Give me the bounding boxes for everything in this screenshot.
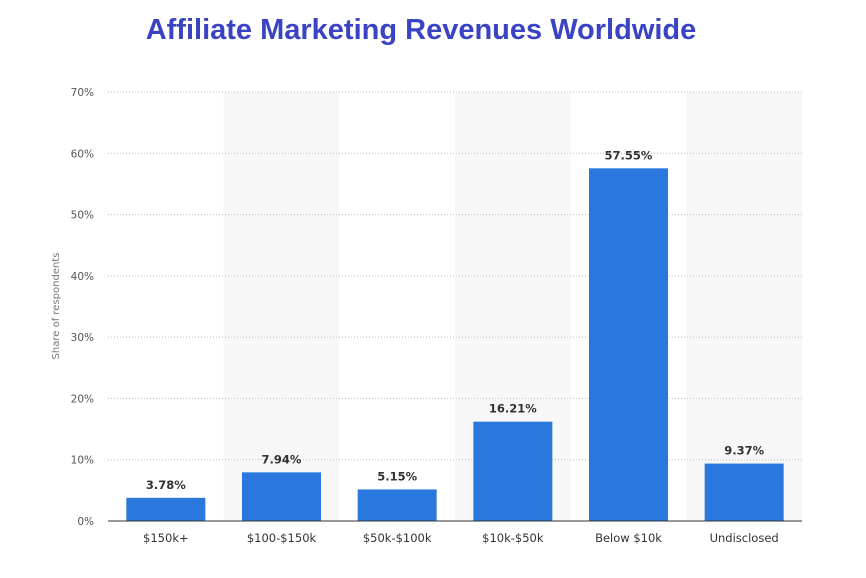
data-label: 9.37% [724,444,764,458]
data-label: 3.78% [146,478,186,492]
data-label: 16.21% [489,402,537,416]
column-bands [223,92,802,521]
category-label: $100-$150k [247,531,317,545]
category-label: $150k+ [143,531,189,545]
y-axis-label: Share of respondents [51,253,62,360]
data-label: 57.55% [605,148,653,162]
bar [589,168,668,521]
data-labels: 3.78% 7.94% 5.15% 16.21% 57.55% 9.37% [146,148,765,492]
y-tick-label: 0% [77,516,94,528]
column-band [223,92,340,521]
category-label: $50k-$100k [363,531,432,545]
y-tick-labels: 0% 10% 20% 30% 40% 50% 60% 70% [71,87,94,528]
y-tick-label: 20% [71,393,94,405]
category-label: Undisclosed [710,531,779,545]
bars [126,168,784,521]
data-label: 7.94% [262,452,302,466]
category-label: $10k-$50k [482,531,544,545]
y-tick-label: 70% [71,87,94,99]
bar [242,472,321,521]
y-tick-label: 30% [71,332,94,344]
category-label: Below $10k [595,531,662,545]
y-tick-label: 10% [71,455,94,467]
y-tick-label: 50% [71,210,94,222]
bar [126,497,206,521]
bar [704,463,784,521]
chart-title: Affiliate Marketing Revenues Worldwide [145,14,697,46]
category-labels: $150k+ $100-$150k $50k-$100k $10k-$50k Below… [143,531,779,545]
y-tick-label: 60% [71,148,94,160]
y-tick-label: 40% [71,271,94,283]
data-label: 5.15% [377,469,417,483]
bar [357,489,437,521]
column-band [686,92,802,521]
bar [473,421,553,521]
